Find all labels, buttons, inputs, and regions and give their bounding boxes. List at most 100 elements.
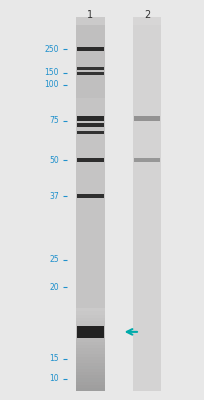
Bar	[132, 382, 160, 384]
Bar	[76, 302, 104, 305]
Bar	[132, 129, 160, 132]
Bar	[76, 31, 104, 34]
Text: 15: 15	[49, 354, 59, 363]
Bar	[76, 180, 104, 184]
Bar	[76, 83, 104, 86]
Bar	[76, 223, 104, 226]
FancyBboxPatch shape	[76, 17, 104, 391]
Bar	[132, 135, 160, 138]
Bar	[132, 147, 160, 150]
Bar	[76, 290, 104, 293]
Bar	[132, 376, 160, 378]
Bar	[76, 226, 104, 229]
Bar	[76, 214, 104, 217]
Bar	[132, 28, 160, 31]
Bar	[132, 77, 160, 80]
Bar	[76, 89, 104, 92]
Bar	[76, 174, 104, 178]
Bar	[132, 223, 160, 226]
Bar	[76, 95, 104, 98]
Bar	[132, 25, 160, 28]
Bar	[77, 66, 103, 70]
Bar	[76, 193, 104, 196]
Bar	[76, 324, 104, 327]
Bar	[76, 296, 104, 299]
Bar	[76, 287, 104, 290]
Bar	[76, 305, 104, 308]
Bar	[132, 369, 160, 372]
Bar	[132, 308, 160, 312]
Bar	[132, 321, 160, 324]
Bar	[132, 296, 160, 299]
Bar	[132, 235, 160, 238]
Bar	[76, 86, 104, 89]
Bar	[132, 162, 160, 165]
Bar	[76, 336, 104, 339]
Bar	[132, 83, 160, 86]
Bar	[76, 321, 104, 324]
Bar	[76, 348, 104, 351]
Bar	[132, 159, 160, 162]
Bar	[132, 327, 160, 330]
Bar	[76, 211, 104, 214]
Bar	[132, 184, 160, 187]
Bar	[132, 71, 160, 74]
Bar	[76, 65, 104, 68]
Bar	[76, 40, 104, 44]
Bar	[132, 388, 160, 391]
Bar	[132, 260, 160, 263]
Bar	[76, 384, 104, 388]
Bar	[132, 226, 160, 229]
Bar	[132, 257, 160, 260]
Bar	[76, 345, 104, 348]
Bar	[132, 59, 160, 62]
Bar	[76, 28, 104, 31]
Bar	[132, 108, 160, 110]
Bar	[76, 50, 104, 53]
Bar	[76, 171, 104, 174]
Bar	[132, 114, 160, 116]
Bar	[132, 357, 160, 360]
Bar	[132, 248, 160, 250]
Bar	[76, 333, 104, 336]
Bar	[132, 190, 160, 193]
Bar	[76, 278, 104, 281]
Bar	[76, 68, 104, 71]
Bar	[132, 238, 160, 242]
Bar	[132, 68, 160, 71]
Bar	[76, 388, 104, 391]
Bar	[76, 168, 104, 171]
Bar	[76, 330, 104, 333]
Bar	[76, 138, 104, 141]
FancyBboxPatch shape	[132, 17, 160, 391]
Bar	[132, 153, 160, 156]
Bar	[132, 193, 160, 196]
Bar	[76, 369, 104, 372]
Bar	[76, 25, 104, 28]
Bar	[76, 156, 104, 159]
Bar	[76, 382, 104, 384]
Bar	[76, 318, 104, 321]
Bar	[76, 238, 104, 242]
Bar	[76, 220, 104, 223]
Bar	[132, 38, 160, 40]
Bar	[76, 299, 104, 302]
Bar	[76, 184, 104, 187]
Bar	[132, 123, 160, 126]
Bar	[132, 372, 160, 376]
Bar	[132, 110, 160, 114]
Bar	[76, 153, 104, 156]
Bar	[132, 196, 160, 199]
Text: 100: 100	[44, 80, 59, 89]
Bar	[76, 132, 104, 135]
Bar	[132, 89, 160, 92]
Bar	[132, 208, 160, 211]
Bar	[76, 126, 104, 129]
Bar	[132, 342, 160, 345]
Bar	[132, 180, 160, 184]
Bar	[132, 95, 160, 98]
Bar	[76, 308, 104, 312]
Bar	[132, 31, 160, 34]
Bar	[76, 378, 104, 382]
Bar	[132, 333, 160, 336]
